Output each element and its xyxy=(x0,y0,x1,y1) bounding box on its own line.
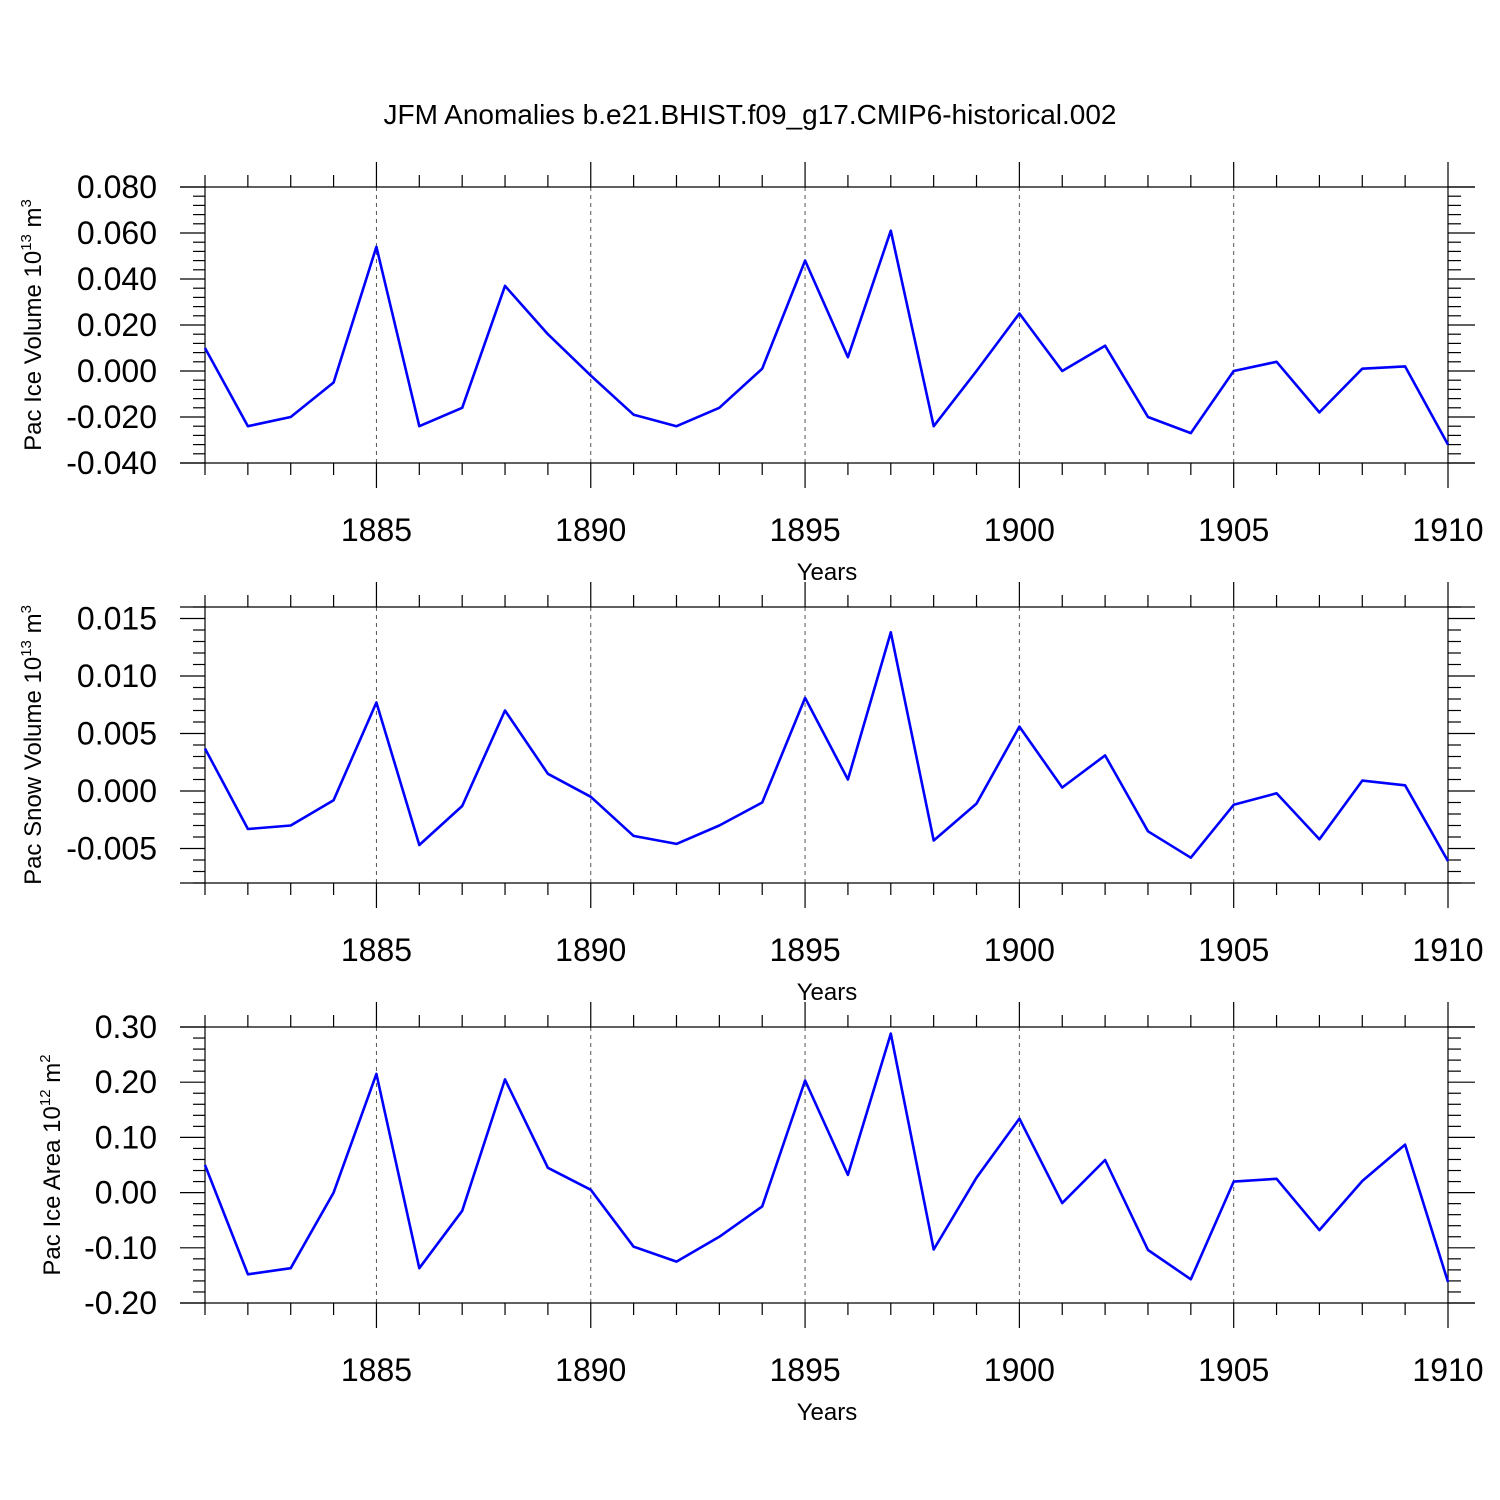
ylabel-ice-volume-text: Pac Ice Volume 10 xyxy=(20,251,47,451)
ylabel-ice-area-gap xyxy=(39,1083,66,1090)
ice-area-ytick-label-4: -0.10 xyxy=(84,1230,157,1266)
ylabel-snow-volume-text: Pac Snow Volume 10 xyxy=(20,657,47,885)
ice-area-xtick-label-1895: 1895 xyxy=(769,1352,840,1388)
ylabel-ice-volume: Pac Ice Volume 1013 m3 xyxy=(18,199,47,451)
snow-volume-xtick-label-1905: 1905 xyxy=(1198,932,1269,968)
ice-area-ytick-label-1: 0.20 xyxy=(95,1064,157,1100)
ylabel-snow-volume-unit: m xyxy=(20,613,47,633)
ice-area-ytick-label-3: 0.00 xyxy=(95,1175,157,1211)
ice-volume-xtick-label-1900: 1900 xyxy=(984,512,1055,548)
snow-volume-ytick-label-4: -0.005 xyxy=(66,831,157,867)
xlabel-snow-volume: Years xyxy=(797,979,858,1006)
ice-volume-ytick-label-4: 0.000 xyxy=(77,353,157,389)
snow-volume-xtick-label-1895: 1895 xyxy=(769,932,840,968)
figure-title: JFM Anomalies b.e21.BHIST.f09_g17.CMIP6-… xyxy=(383,99,1116,130)
ice-area-xtick-label-1910: 1910 xyxy=(1412,1352,1483,1388)
panel-snow-volume: 1885 1890 1895 1900 1905 1910 0.015 0.010 0.005 0… xyxy=(18,582,1484,1006)
ice-volume-series-line xyxy=(203,229,1450,446)
snow-volume-ytick-label-2: 0.005 xyxy=(77,716,157,752)
ylabel-ice-area-text: Pac Ice Area 10 xyxy=(39,1106,66,1275)
ylabel-snow-volume-exp: 13 xyxy=(18,640,35,657)
ice-volume-ytick-label-3: 0.020 xyxy=(77,307,157,343)
snow-volume-xtick-label-1885: 1885 xyxy=(341,932,412,968)
ice-volume-xtick-label-1895: 1895 xyxy=(769,512,840,548)
ylabel-ice-area: Pac Ice Area 1012 m2 xyxy=(37,1054,66,1275)
ylabel-snow-volume-gap xyxy=(20,633,47,640)
ice-volume-xtick-label-1910: 1910 xyxy=(1412,512,1483,548)
xlabel-ice-area: Years xyxy=(797,1399,858,1426)
ice-area-xtick-label-1890: 1890 xyxy=(555,1352,626,1388)
ylabel-snow-volume: Pac Snow Volume 1013 m3 xyxy=(18,605,47,885)
ice-area-xtick-label-1905: 1905 xyxy=(1198,1352,1269,1388)
ice-volume-ytick-label-0: 0.080 xyxy=(77,169,157,205)
ylabel-ice-area-exp: 12 xyxy=(37,1089,54,1106)
ice-volume-xtick-label-1905: 1905 xyxy=(1198,512,1269,548)
ice-area-ytick-label-2: 0.10 xyxy=(95,1119,157,1155)
xlabel-ice-volume: Years xyxy=(797,559,858,586)
ylabel-ice-area-unit: m xyxy=(39,1063,66,1083)
ice-area-ytick-label-0: 0.30 xyxy=(95,1009,157,1045)
ylabel-snow-volume-unit-exp: 3 xyxy=(18,605,35,613)
ice-volume-xtick-label-1885: 1885 xyxy=(341,512,412,548)
snow-volume-ytick-label-3: 0.000 xyxy=(77,773,157,809)
ice-volume-xtick-label-1890: 1890 xyxy=(555,512,626,548)
ylabel-ice-volume-exp: 13 xyxy=(18,234,35,251)
ice-area-ytick-label-5: -0.20 xyxy=(84,1285,157,1321)
snow-volume-series-line xyxy=(203,630,1450,862)
panel-ice-volume: 1885 1890 1895 1900 1905 1910 0.080 0.060 0.040 0… xyxy=(18,162,1484,586)
snow-volume-xtick-label-1900: 1900 xyxy=(984,932,1055,968)
panel-ice-area: 1885 1890 1895 1900 1905 1910 0.30 0.20 0.10 0.00… xyxy=(37,1002,1484,1426)
ylabel-ice-volume-gap xyxy=(20,227,47,234)
ylabel-ice-area-unit-exp: 2 xyxy=(37,1054,54,1062)
ylabel-ice-volume-unit-exp: 3 xyxy=(18,199,35,207)
ice-area-xtick-label-1885: 1885 xyxy=(341,1352,412,1388)
snow-volume-xtick-label-1890: 1890 xyxy=(555,932,626,968)
snow-volume-ytick-label-0: 0.015 xyxy=(77,601,157,637)
ylabel-ice-volume-unit: m xyxy=(20,207,47,227)
snow-volume-xtick-label-1910: 1910 xyxy=(1412,932,1483,968)
ice-volume-ytick-label-5: -0.020 xyxy=(66,399,157,435)
snow-volume-ytick-label-1: 0.010 xyxy=(77,658,157,694)
ice-volume-ytick-label-2: 0.040 xyxy=(77,261,157,297)
ice-volume-ytick-label-6: -0.040 xyxy=(66,445,157,481)
ice-volume-ytick-label-1: 0.060 xyxy=(77,215,157,251)
ice-area-series-line xyxy=(203,1032,1450,1283)
ice-area-xtick-label-1900: 1900 xyxy=(984,1352,1055,1388)
